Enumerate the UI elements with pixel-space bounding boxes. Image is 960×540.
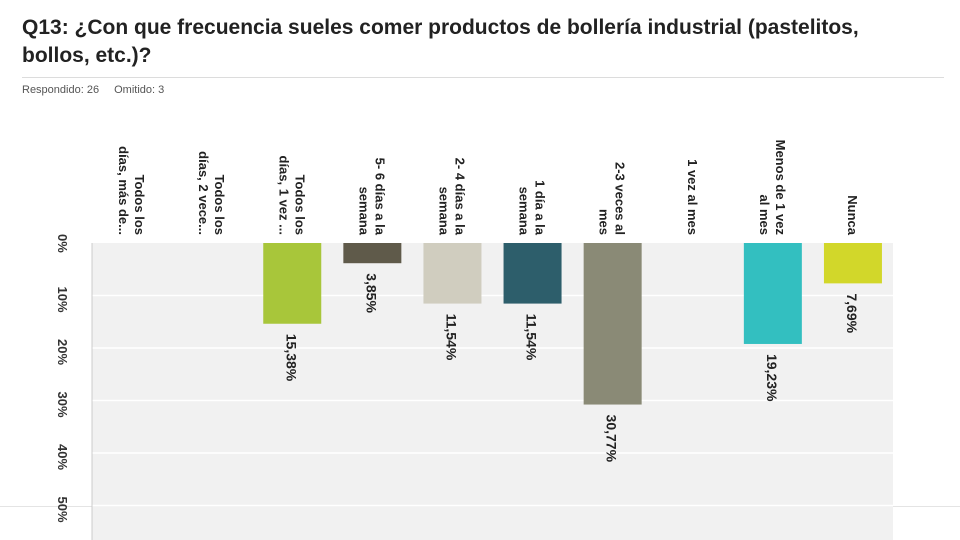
category-label: días, 2 vece... — [196, 151, 211, 235]
skipped-count: Omitido: 3 — [114, 84, 165, 96]
category-label: Nunca — [845, 195, 860, 236]
category-label: días, más de... — [116, 146, 131, 235]
bar — [823, 243, 882, 284]
data-label: 19,23% — [764, 354, 780, 402]
data-label: 11,54% — [443, 314, 459, 361]
answered-count: Respondido: 26 — [22, 84, 100, 96]
question-title: Q13: ¿Con que frecuencia sueles comer pr… — [22, 16, 859, 67]
category-label: Todos los — [132, 175, 147, 235]
data-label: 3,85% — [363, 273, 379, 313]
bar — [583, 243, 642, 405]
y-tick-label: 0% — [55, 234, 70, 253]
data-label: 30,77% — [604, 415, 620, 463]
category-label: mes — [597, 209, 612, 235]
category-label: días, 1 vez ... — [276, 156, 291, 236]
y-tick-label: 20% — [55, 339, 70, 365]
category-label: Todos los — [212, 175, 227, 235]
category-label: 2- 4 días a la — [452, 158, 467, 236]
category-label: semana — [436, 187, 451, 236]
data-label: 15,38% — [283, 334, 299, 382]
title-divider — [22, 77, 944, 78]
data-label: 7,69% — [844, 293, 860, 333]
category-label: 1 vez al mes — [685, 159, 700, 235]
category-label: 1 día a la — [533, 180, 548, 236]
y-tick-label: 40% — [55, 444, 70, 470]
bar — [343, 243, 402, 264]
data-label: 11,54% — [524, 314, 540, 361]
y-tick-label: 50% — [55, 497, 70, 523]
bar — [263, 243, 322, 324]
y-tick-label: 30% — [55, 392, 70, 418]
category-label: al mes — [757, 195, 772, 235]
bar — [423, 243, 482, 304]
category-label: Todos los — [292, 175, 307, 235]
category-label: semana — [517, 187, 532, 236]
bar — [503, 243, 562, 304]
bar — [743, 243, 802, 344]
category-label: 5- 6 días a la — [372, 158, 387, 236]
category-label: 2-3 veces al — [613, 162, 628, 235]
y-tick-label: 10% — [55, 287, 70, 313]
category-label: semana — [356, 187, 371, 236]
response-meta: Respondido: 26 Omitido: 3 — [22, 84, 176, 96]
category-label: Menos de 1 vez — [773, 140, 788, 236]
